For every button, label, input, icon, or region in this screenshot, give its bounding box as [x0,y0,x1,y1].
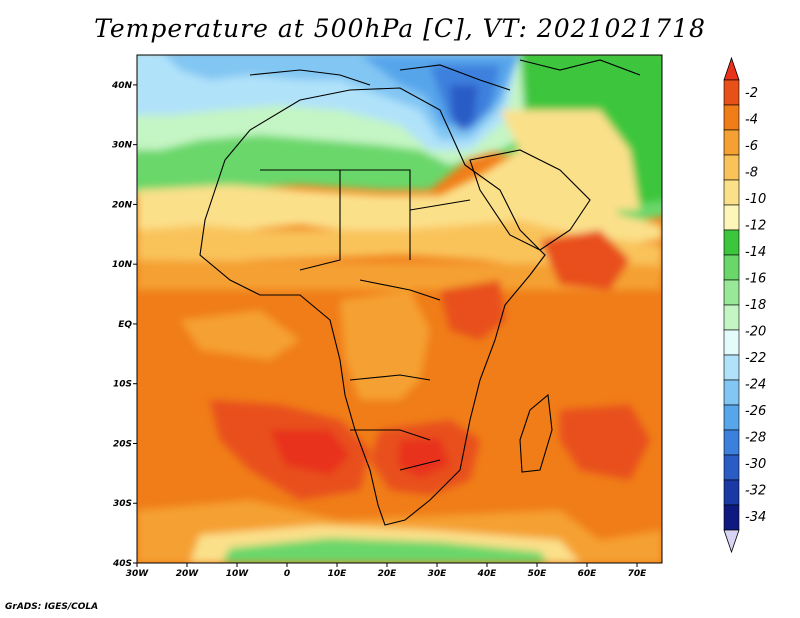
y-tick-label: 40N [111,81,133,91]
colorbar-label: -30 [745,457,766,472]
colorbar-swatch [723,104,740,131]
colorbar-swatch [723,354,740,381]
coastlines [199,59,641,526]
y-axis: 40N 30N 20N 10N EQ 10S 20S 30S 40S [111,81,137,569]
x-tick-label: 0 [284,569,290,579]
x-tick-label: 20W [176,569,200,579]
y-tick-label: 10N [112,260,133,270]
colorbar-swatch [723,129,740,156]
colorbar-top-arrow [723,56,740,81]
colorbar-bottom-arrow [723,529,740,554]
colorbar-label: -8 [745,166,758,181]
colorbar-swatch [723,279,740,306]
colorbar-label: -18 [745,298,766,313]
x-tick-label: 10E [328,569,348,579]
colorbar-swatch [723,204,740,231]
colorbar-swatch [723,304,740,331]
colorbar-swatch [723,429,740,456]
colorbar-swatch [723,254,740,281]
colorbar-label: -34 [745,510,766,525]
colorbar-label: -16 [745,272,766,287]
colorbar-label: -10 [745,192,766,207]
y-tick-label: 40S [112,559,132,569]
colorbar-swatch [723,154,740,181]
colorbar-swatch [723,179,740,206]
y-tick-label: 20S [113,439,132,449]
y-tick-label: 10S [113,380,132,390]
y-tick-label: 20N [112,200,133,210]
x-tick-label: 50E [528,569,548,579]
colorbar-swatch [723,454,740,481]
colorbar-label: -28 [745,430,766,445]
plot-frame [136,54,663,564]
colorbar-label: -12 [745,219,766,234]
colorbar-label: -20 [745,325,766,340]
x-tick-label: 60E [578,569,598,579]
colorbar-label: -4 [745,113,758,128]
x-axis: 30W 20W 10W 0 10E 20E 30E 40E 50E 60E 70E [126,563,647,579]
x-tick-label: 40E [477,569,498,579]
colorbar: -2 -4 -6 -8 -10 -12 -14 -16 -18 -20 -22 -24 -26 -28 -3… [723,56,766,554]
colorbar-label: -24 [745,377,766,392]
colorbar-swatch [723,404,740,431]
grads-credit: GrADS: IGES/COLA [5,602,99,612]
x-tick-label: 10W [226,569,250,579]
colorbar-swatch [723,229,740,256]
colorbar-swatch [723,504,740,531]
temperature-field [137,55,662,563]
x-tick-label: 70E [628,569,648,579]
x-tick-label: 30W [126,569,150,579]
colorbar-label: -26 [745,404,766,419]
y-tick-label: 30S [113,499,132,509]
colorbar-label: -2 [745,86,758,101]
y-tick-label: EQ [118,320,132,330]
colorbar-swatch [723,479,740,506]
colorbar-label: -6 [745,139,758,154]
colorbar-swatch [723,379,740,406]
colorbar-swatch [723,329,740,356]
x-tick-label: 30E [428,569,448,579]
colorbar-label: -22 [745,351,766,366]
x-tick-label: 20E [378,569,398,579]
map-title: Temperature at 500hPa [C], VT: 202102171… [94,14,706,43]
y-tick-label: 30N [112,141,133,151]
colorbar-label: -32 [745,483,766,498]
colorbar-label: -14 [745,245,766,260]
colorbar-swatch [723,79,740,106]
